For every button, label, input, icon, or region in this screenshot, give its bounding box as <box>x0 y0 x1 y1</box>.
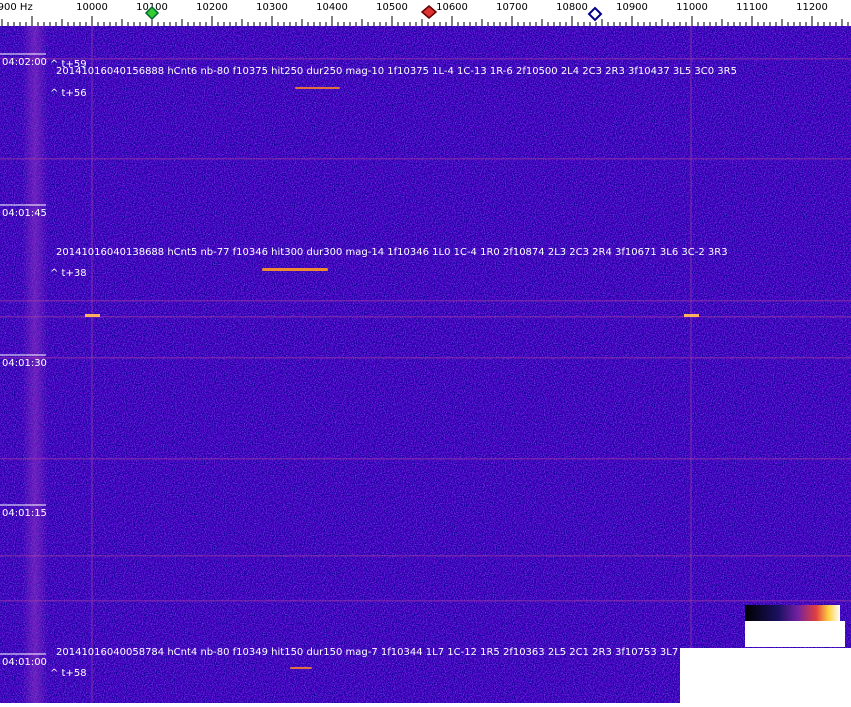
h-line <box>0 158 851 160</box>
time-label: 04:01:15 <box>2 508 47 519</box>
time-label: 04:01:30 <box>2 358 47 369</box>
echo <box>262 268 328 271</box>
freq-label: 10800 <box>556 2 588 13</box>
freq-label: 10200 <box>196 2 228 13</box>
time-offset: ^ t+56 <box>50 88 87 99</box>
noise-band <box>22 26 48 703</box>
time-offset: ^ t+38 <box>50 268 87 279</box>
carrier <box>85 314 100 317</box>
freq-label: 10700 <box>496 2 528 13</box>
detection-text: 20141016040138688 hCnt5 nb-77 f10346 hit… <box>56 247 728 258</box>
time-offset: ^ t+59 <box>50 59 87 70</box>
signals <box>85 87 699 669</box>
info-box <box>680 648 851 703</box>
time-label: 04:01:00 <box>2 657 47 668</box>
marker-green <box>144 5 160 21</box>
freq-label: 11100 <box>736 2 768 13</box>
h-line <box>0 316 851 318</box>
time-label: 04:02:00 <box>2 57 47 68</box>
freq-label: 10600 <box>436 2 468 13</box>
h-line <box>0 357 851 359</box>
detection-text: 20141016040156888 hCnt6 nb-80 f10375 hit… <box>56 66 737 77</box>
colorbar <box>745 605 840 621</box>
echo <box>290 667 312 669</box>
time-offset: ^ t+58 <box>50 668 87 679</box>
colorbar-scale <box>745 621 845 647</box>
freq-label: 10000 <box>76 2 108 13</box>
freq-label: 10900 <box>616 2 648 13</box>
h-line <box>0 300 851 302</box>
freq-label: 11000 <box>676 2 708 13</box>
marker-blue <box>587 6 603 22</box>
noise <box>0 26 851 703</box>
freq-label: 9900 Hz <box>0 2 33 13</box>
interference-lines <box>0 26 851 703</box>
freq-label: 10500 <box>376 2 408 13</box>
marker-red <box>420 5 438 19</box>
freq-label: 10300 <box>256 2 288 13</box>
freq-label: 11200 <box>796 2 828 13</box>
h-line <box>0 600 851 602</box>
h-line <box>0 458 851 460</box>
v-line <box>91 26 93 703</box>
carrier <box>684 314 699 317</box>
h-line <box>0 555 851 557</box>
v-line <box>690 26 692 703</box>
echo <box>295 87 340 89</box>
time-label: 04:01:45 <box>2 208 47 219</box>
freq-label: 10400 <box>316 2 348 13</box>
ruler-ticks <box>1 16 849 26</box>
h-line <box>0 58 851 60</box>
detection-text: 20141016040058784 hCnt4 nb-80 f10349 hit… <box>56 647 711 658</box>
